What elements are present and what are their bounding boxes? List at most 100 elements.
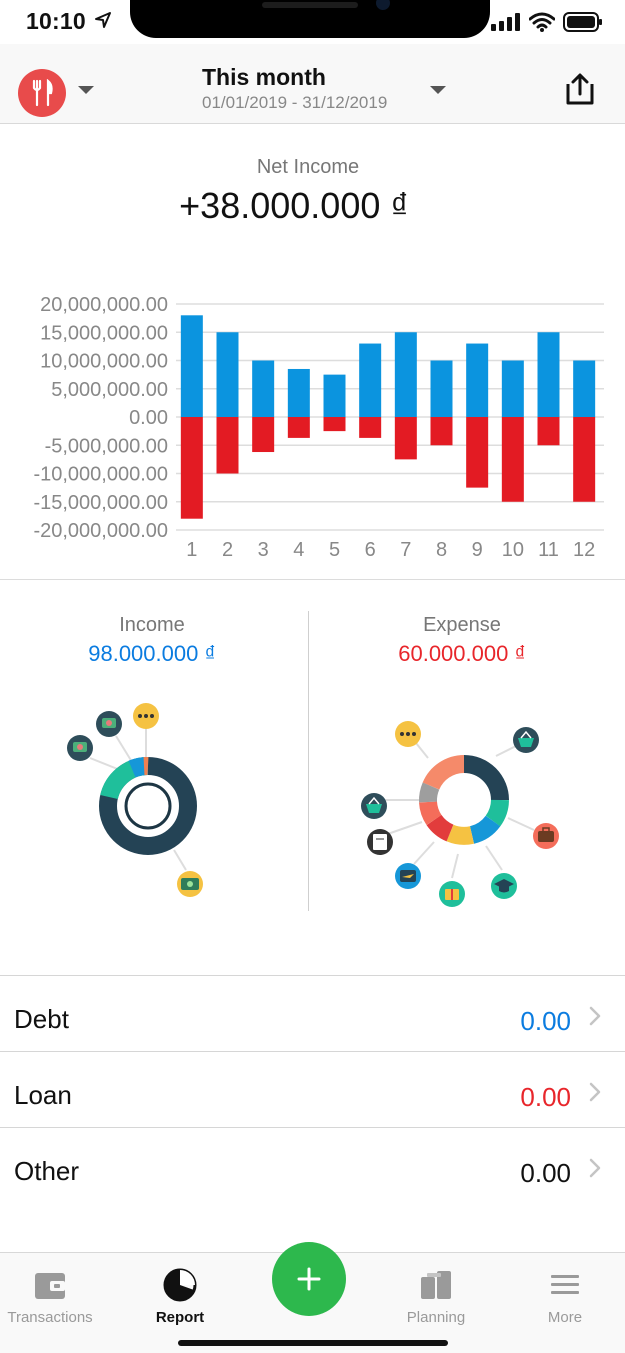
- tab-report[interactable]: Report: [120, 1253, 240, 1353]
- period-title[interactable]: This month: [202, 64, 326, 90]
- tab-label: More: [547, 1309, 583, 1326]
- income-other-icon[interactable]: [133, 703, 159, 729]
- row-value: 0.00: [520, 1082, 571, 1112]
- x-tick-label: 2: [222, 539, 233, 561]
- income-bar-6[interactable]: [359, 343, 382, 417]
- net-income-label: Net Income: [256, 156, 360, 178]
- income-donut-chart[interactable]: [52, 690, 252, 910]
- income-bar-1[interactable]: [180, 315, 203, 417]
- fork-knife-icon: [32, 79, 53, 107]
- x-tick-label: 5: [329, 539, 340, 561]
- expense-bar-4[interactable]: [287, 417, 310, 438]
- expense-bar-9[interactable]: [466, 417, 489, 488]
- tab-planning[interactable]: Planning: [376, 1253, 496, 1353]
- row-label: Other: [14, 1156, 80, 1186]
- row-value: 0.00: [520, 1006, 571, 1036]
- expense-education-cap-icon[interactable]: [491, 873, 517, 899]
- income-salary-icon[interactable]: [96, 711, 122, 737]
- expense-bar-8[interactable]: [430, 417, 453, 446]
- location-arrow-icon: [95, 12, 111, 28]
- x-tick-label: 4: [293, 539, 304, 561]
- list-item-other[interactable]: Other 0.00: [0, 1127, 625, 1199]
- expense-slice-salmon[interactable]: [419, 800, 442, 825]
- battery-icon: [563, 12, 602, 32]
- expense-bar-6[interactable]: [359, 417, 382, 438]
- menu-icon: [551, 1275, 579, 1294]
- income-bar-4[interactable]: [287, 368, 310, 417]
- expense-slice-yellow[interactable]: [446, 824, 474, 845]
- expense-shopping-basket-icon[interactable]: [361, 793, 387, 819]
- expense-slice-red[interactable]: [426, 814, 454, 842]
- column-divider: [308, 611, 309, 911]
- row-value: 0.00: [520, 1158, 571, 1188]
- x-tick-label: 12: [573, 539, 595, 561]
- expense-donut-chart[interactable]: [352, 690, 572, 910]
- income-bar-11[interactable]: [537, 332, 560, 417]
- status-bar: 10:10: [0, 0, 625, 44]
- income-bar-3[interactable]: [252, 360, 275, 418]
- list-item-debt[interactable]: Debt 0.00: [0, 975, 625, 1051]
- x-tick-label: 10: [502, 539, 524, 561]
- pie-chart-icon: [163, 1268, 197, 1302]
- planning-cards-icon: [421, 1271, 451, 1299]
- expense-value[interactable]: 60.000.000 ₫: [398, 641, 526, 666]
- income-bonus-icon[interactable]: [67, 735, 93, 761]
- expense-work-briefcase-icon[interactable]: [533, 823, 559, 849]
- expense-other-icon[interactable]: [395, 721, 421, 747]
- income-bar-9[interactable]: [466, 343, 489, 417]
- expense-bar-2[interactable]: [216, 417, 239, 474]
- y-tick-label: -10,000,000.00: [33, 464, 168, 486]
- income-bar-7[interactable]: [394, 332, 417, 417]
- expense-bills-receipt-icon[interactable]: [367, 829, 393, 855]
- income-value[interactable]: 98.000.000 ₫: [88, 641, 216, 666]
- expense-bar-12[interactable]: [573, 417, 596, 502]
- expense-bar-5[interactable]: [323, 417, 346, 432]
- add-transaction-button[interactable]: [272, 1242, 346, 1316]
- expense-gift-box-icon[interactable]: [439, 881, 465, 907]
- header: This month 01/01/2019 - 31/12/2019: [0, 44, 625, 124]
- expense-bar-11[interactable]: [537, 417, 560, 446]
- x-tick-label: 1: [186, 539, 197, 561]
- monthly-income-expense-chart[interactable]: 20,000,000.00 1 5,000,000.00 10,000,000.00 5…: [0, 285, 625, 565]
- expense-bar-10[interactable]: [501, 417, 524, 502]
- expense-slice-grey[interactable]: [419, 782, 440, 803]
- income-bar-5[interactable]: [323, 374, 346, 417]
- expense-bar-7[interactable]: [394, 417, 417, 460]
- income-bar-10[interactable]: [501, 360, 524, 418]
- status-time: 10:10: [26, 8, 86, 34]
- period-range[interactable]: 01/01/2019 - 31/12/2019: [202, 93, 388, 112]
- expense-grocery-basket-icon[interactable]: [513, 727, 539, 753]
- x-tick-label: 6: [365, 539, 376, 561]
- y-tick-label: 10,000,000.00: [40, 351, 168, 373]
- wallet-dropdown-caret-icon[interactable]: [78, 86, 94, 94]
- expense-slice-blue[interactable]: [469, 815, 501, 844]
- y-tick-label: -5,000,000.00: [45, 435, 168, 457]
- wallet-icon: [35, 1273, 65, 1299]
- wifi-icon: [529, 12, 555, 32]
- expense-travel-plane-icon[interactable]: [395, 863, 421, 889]
- income-bar-2[interactable]: [216, 332, 239, 417]
- status-indicators: [491, 12, 603, 32]
- expense-slice-teal[interactable]: [485, 799, 509, 827]
- y-tick-label: 0.00: [129, 407, 168, 429]
- expense-donut-hole: [439, 775, 489, 825]
- x-tick-label: 11: [538, 539, 559, 561]
- tab-label: Report: [155, 1309, 205, 1326]
- list-item-loan[interactable]: Loan 0.00: [0, 1051, 625, 1127]
- income-bar-8[interactable]: [430, 360, 453, 418]
- expense-slice-coral[interactable]: [422, 755, 465, 790]
- net-income-value: +38.000.000 ₫: [179, 185, 409, 226]
- income-bar-12[interactable]: [573, 360, 596, 418]
- y-tick-label: 5,000,000.00: [51, 379, 168, 401]
- tab-transactions[interactable]: Transactions: [0, 1253, 110, 1353]
- income-cash-icon[interactable]: [177, 871, 203, 897]
- expense-slice-grocery[interactable]: [463, 755, 509, 801]
- expense-bar-3[interactable]: [252, 417, 275, 453]
- tab-more[interactable]: More: [505, 1253, 625, 1353]
- share-upload-icon[interactable]: [562, 72, 598, 108]
- expense-bar-1[interactable]: [180, 417, 203, 519]
- y-tick-label: 20,000,000.00: [40, 294, 168, 316]
- period-dropdown-caret-icon[interactable]: [430, 86, 446, 94]
- wallet-selector-button[interactable]: [18, 69, 66, 117]
- y-tick-label: -20,000,000.00: [33, 520, 168, 542]
